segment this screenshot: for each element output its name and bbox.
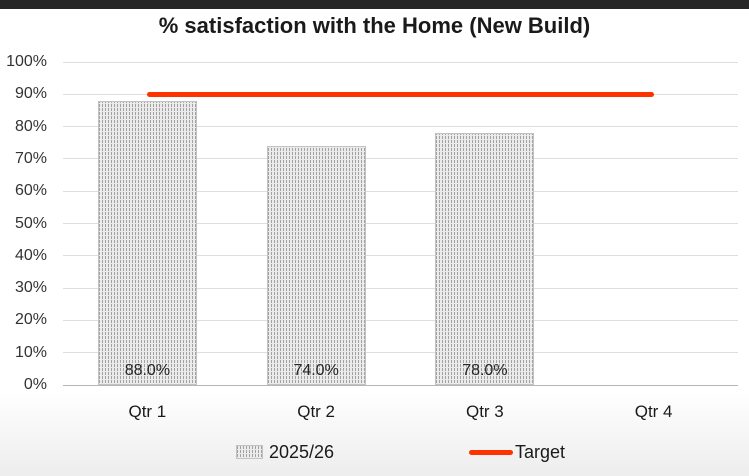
legend-item-target: Target [469, 442, 565, 463]
bar-qtr-1: 88.0% [97, 100, 197, 385]
gridline-20 [63, 319, 738, 321]
y-tick-label-0: 0% [23, 376, 47, 393]
gridline-60 [63, 190, 738, 192]
legend-item-2025-26: 2025/26 [235, 441, 335, 463]
y-tick-label-80: 80% [14, 117, 47, 135]
bar-pattern-swatch [235, 445, 263, 459]
y-tick-label-20: 20% [14, 311, 47, 329]
gridline-50 [63, 223, 738, 224]
gridline-80 [63, 126, 738, 128]
gridline-0 [63, 384, 738, 386]
y-tick-label-60: 60% [14, 182, 47, 200]
x-tick-label-4: Qtr 4 [634, 402, 673, 421]
y-tick-label-40: 40% [14, 246, 47, 264]
legend-label-series: 2025/26 [268, 441, 335, 462]
gridline-70 [63, 158, 738, 160]
x-tick-label-3: Qtr 3 [465, 402, 504, 421]
x-tick-label-1: Qtr 1 [128, 402, 167, 421]
bar-qtr-2: 74.0% [266, 145, 366, 385]
gridline-100 [63, 61, 738, 63]
target-line-swatch [469, 449, 514, 455]
gridline-30 [63, 287, 738, 289]
y-axis: 0% 10% 20% 30% 40% 50% 60% 70% 80% 90% 100% [0, 53, 55, 393]
bar-data-label: 88.0% [124, 361, 171, 379]
y-tick-label-50: 50% [14, 214, 47, 232]
gridline-10 [63, 352, 738, 354]
x-tick-label-2: Qtr 2 [297, 402, 336, 421]
window-top-bar [0, 0, 749, 9]
target-line [147, 91, 654, 97]
y-tick-label-100: 100% [6, 53, 47, 70]
gridline-40 [63, 255, 738, 257]
legend-label-target: Target [515, 441, 566, 462]
bar-qtr-3: 78.0% [435, 133, 535, 385]
plot-area: 88.0% 74.0% 78.0% [63, 61, 738, 386]
bar-data-label: 74.0% [293, 361, 339, 379]
chart-title: % satisfaction with the Home (New Build) [158, 13, 591, 38]
y-tick-label-30: 30% [14, 279, 47, 297]
y-tick-label-10: 10% [14, 343, 47, 361]
chart-legend: 2025/26 Target [63, 441, 738, 463]
y-tick-label-90: 90% [14, 85, 47, 103]
y-tick-label-70: 70% [14, 149, 47, 167]
x-axis: Qtr 1 Qtr 2 Qtr 3 Qtr 4 [63, 385, 738, 421]
bar-data-label: 78.0% [462, 361, 508, 379]
